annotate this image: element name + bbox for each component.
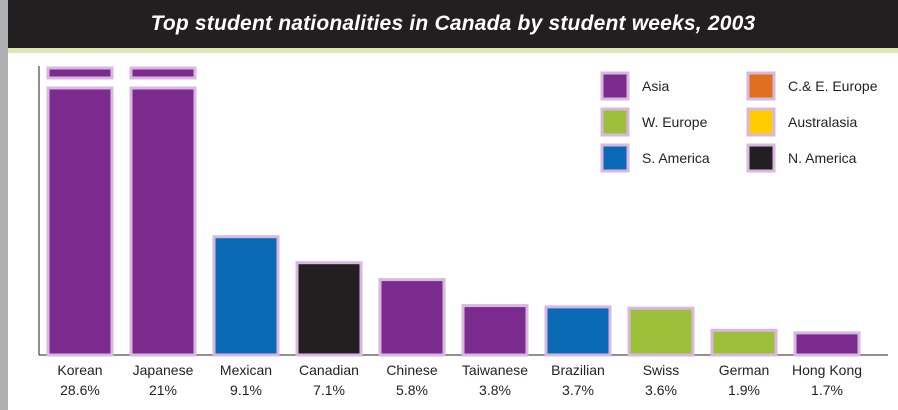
category-label-chinese: Chinese xyxy=(386,362,438,378)
value-label-korean: 28.6% xyxy=(60,382,100,398)
bar-chinese xyxy=(378,278,446,357)
legend-label-australasia: Australasia xyxy=(788,114,857,130)
value-label-taiwanese: 3.8% xyxy=(479,382,511,398)
category-label-japanese: Japanese xyxy=(133,362,194,378)
value-label-chinese: 5.8% xyxy=(396,382,428,398)
legend-swatch-australasia xyxy=(746,107,776,137)
bar-german xyxy=(710,328,778,357)
bar-hong-kong xyxy=(793,331,861,357)
category-label-taiwanese: Taiwanese xyxy=(462,362,528,378)
value-label-mexican: 9.1% xyxy=(230,382,262,398)
value-label-hong-kong: 1.7% xyxy=(811,382,843,398)
legend-label-s-america: S. America xyxy=(642,150,710,166)
legend: Asia C.& E. Europe W. Europe Australasia S. … xyxy=(600,71,878,173)
value-label-swiss: 3.6% xyxy=(645,382,677,398)
category-label-brazilian: Brazilian xyxy=(551,362,605,378)
title-underline-stripe xyxy=(8,48,898,53)
bar-swiss xyxy=(627,306,695,357)
value-label-brazilian: 3.7% xyxy=(562,382,594,398)
category-label-swiss: Swiss xyxy=(643,362,680,378)
category-label-hong-kong: Hong Kong xyxy=(792,362,862,378)
bar-japanese-top xyxy=(129,66,197,80)
legend-label-c-e-europe: C.& E. Europe xyxy=(788,78,878,94)
legend-label-w-europe: W. Europe xyxy=(642,114,708,130)
bar-korean-top xyxy=(46,66,114,80)
legend-swatch-c-e-europe xyxy=(746,71,776,101)
bar-mexican xyxy=(212,235,280,357)
legend-swatch-w-europe xyxy=(600,107,630,137)
category-label-korean: Korean xyxy=(57,362,102,378)
legend-swatch-n-america xyxy=(746,143,776,173)
bar-chart: Korean 28.6% Japanese 21% Mexican 9.1% Canadia… xyxy=(38,66,888,398)
chart-title: Top student nationalities in Canada by s… xyxy=(150,12,756,35)
value-label-canadian: 7.1% xyxy=(313,382,345,398)
chart-title-bar: Top student nationalities in Canada by s… xyxy=(8,0,898,48)
bar-brazilian xyxy=(544,305,612,357)
plot-panel: Korean 28.6% Japanese 21% Mexican 9.1% Canadia… xyxy=(8,53,898,410)
category-label-german: German xyxy=(719,362,770,378)
legend-swatch-asia xyxy=(600,71,630,101)
legend-swatch-s-america xyxy=(600,143,630,173)
category-label-mexican: Mexican xyxy=(220,362,272,378)
bars-layer xyxy=(46,66,861,357)
bar-canadian xyxy=(295,261,363,357)
value-label-german: 1.9% xyxy=(728,382,760,398)
bar-taiwanese xyxy=(461,304,529,357)
bar-korean xyxy=(46,86,114,357)
legend-label-n-america: N. America xyxy=(788,150,857,166)
category-labels-layer: Korean 28.6% Japanese 21% Mexican 9.1% Canadia… xyxy=(57,362,862,398)
bar-japanese xyxy=(129,86,197,357)
category-label-canadian: Canadian xyxy=(299,362,359,378)
legend-label-asia: Asia xyxy=(642,78,669,94)
value-label-japanese: 21% xyxy=(149,382,177,398)
